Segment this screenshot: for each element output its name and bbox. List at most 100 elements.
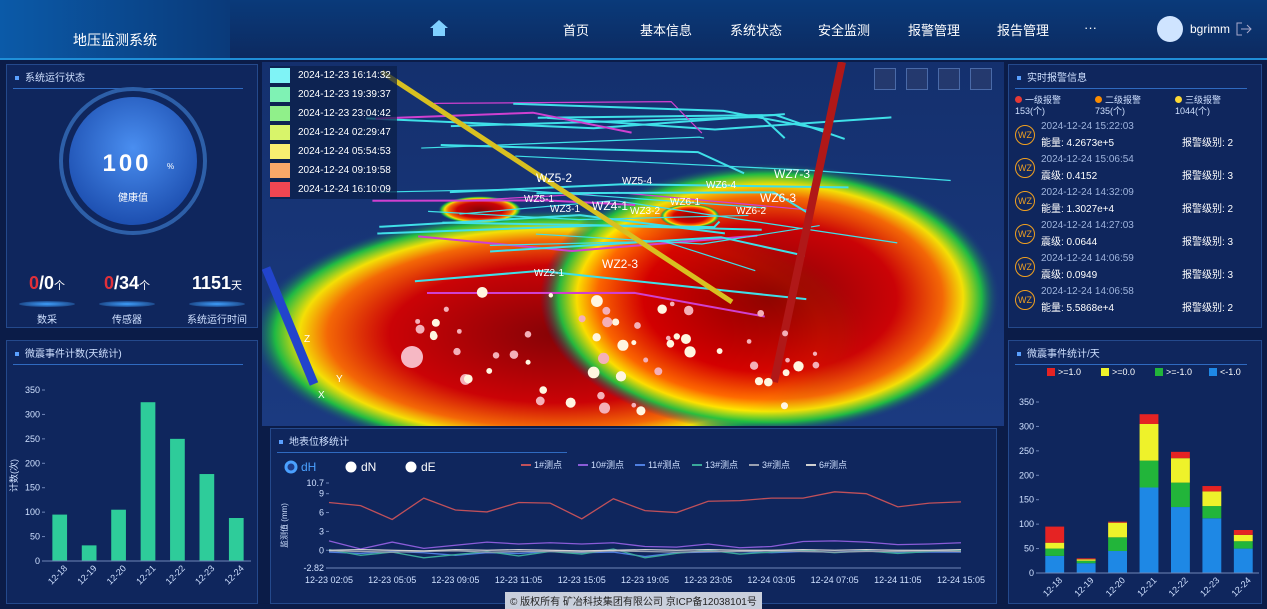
nav-item[interactable]: 报告管理: [997, 23, 1050, 38]
legend-row: 2024-12-24 05:54:53: [270, 142, 397, 161]
avatar[interactable]: [1157, 16, 1183, 42]
stat-base: [19, 301, 75, 307]
legend-label: 1#测点: [534, 460, 562, 470]
alarm-panel: 实时报警信息 一级报警 153(个) 二级报警 735(个) 三级报警 1044(个…: [1008, 64, 1262, 328]
user-name[interactable]: bgrimm: [1190, 22, 1231, 36]
sensor-label: WZ7-3: [774, 167, 810, 181]
legend-swatch: [270, 182, 290, 197]
nav-item[interactable]: ···: [1084, 20, 1097, 35]
logout-icon[interactable]: [1236, 22, 1252, 36]
tunnel: [449, 183, 849, 194]
legend-row: 2024-12-23 16:14:32: [270, 66, 397, 85]
3d-view[interactable]: WZ5-2 WZ5-4 WZ6-4 WZ7-3 WZ5-1 WZ3-1 WZ4-1 WZ3-2…: [262, 62, 1004, 426]
event-sphere: [524, 331, 532, 338]
sensor-label: WZ6-3: [760, 191, 796, 205]
bar-segment: [1076, 560, 1096, 564]
stat-label: 传感器: [112, 315, 142, 326]
x-tick-label: 12-24 07:05: [811, 575, 859, 585]
tunnel: [536, 191, 812, 216]
stat-unit: 个: [54, 280, 66, 292]
legend-time: 2024-12-24 05:54:53: [298, 146, 391, 157]
radio[interactable]: [345, 461, 357, 473]
bar-segment: [1171, 507, 1190, 573]
legend-label: 10#测点: [591, 460, 624, 470]
nav-item[interactable]: 基本信息: [640, 23, 693, 38]
bar-chart: 0 50 100 150 200 250 300 350 12-18 12-19 12-20 12-2…: [8, 385, 251, 587]
alarm-icon[interactable]: WZ: [1015, 290, 1035, 310]
radio[interactable]: [405, 461, 417, 473]
sensor-label: WZ3-1: [550, 204, 580, 215]
legend-time: 2024-12-24 09:19:58: [298, 165, 391, 176]
tunnel: [489, 240, 756, 272]
x-tick-label: 12-18: [1041, 575, 1064, 598]
x-tick-label: 12-19: [1072, 575, 1095, 598]
alarm-icon[interactable]: WZ: [1015, 224, 1035, 244]
event-sphere: [673, 333, 680, 340]
yellow-pole: [380, 69, 734, 305]
radio[interactable]: [284, 460, 298, 474]
event-sphere: [654, 367, 663, 376]
x-tick-label: 12-23 09:05: [431, 575, 479, 585]
tool-button[interactable]: [938, 68, 960, 90]
stat-value: 0/0个: [7, 273, 87, 294]
alarm-level-text: 报警级别: 3: [1182, 270, 1234, 281]
event-sphere: [665, 335, 671, 341]
level-label: 三级报警 1044(个): [1175, 95, 1222, 116]
nav-item[interactable]: 报警管理: [908, 23, 961, 38]
radio-label[interactable]: dE: [421, 460, 436, 474]
bar: [199, 474, 215, 561]
tool-button[interactable]: [874, 68, 896, 90]
tool-button[interactable]: [906, 68, 928, 90]
legend-swatch: [1209, 368, 1217, 376]
legend-label: >=-1.0: [1166, 367, 1192, 377]
y-tick-label: 300: [1019, 421, 1034, 431]
event-sphere: [443, 306, 449, 312]
legend-swatch: [1047, 368, 1055, 376]
alarm-time: 2024-12-24 14:06:59: [1041, 253, 1134, 264]
gauge-ball: [69, 97, 197, 225]
red-pole: [770, 62, 846, 383]
level-dot: [1175, 96, 1182, 103]
heat-zone: [438, 196, 522, 224]
legend-swatch: [270, 106, 290, 121]
level-dot: [1015, 96, 1022, 103]
event-sphere: [492, 352, 500, 359]
bar-segment: [1108, 522, 1127, 538]
nav-item[interactable]: 系统状态: [730, 23, 783, 38]
alarm-time: 2024-12-24 15:22:03: [1041, 121, 1134, 132]
tunnel: [372, 199, 636, 207]
alarm-icon[interactable]: WZ: [1015, 191, 1035, 211]
x-tick-label: 12-24 11:05: [874, 575, 921, 585]
event-sphere: [415, 324, 425, 334]
alarm-icon[interactable]: WZ: [1015, 125, 1035, 145]
tunnel: [433, 101, 703, 134]
panel-title: 地表位移统计: [277, 433, 567, 453]
y-tick-label: 3: [319, 526, 324, 536]
nav-item[interactable]: 安全监测: [818, 23, 871, 38]
displacement-panel: 地表位移统计 -2.82 0 3 6 9 10.7 12-23 02:05 12-23 05:…: [270, 428, 997, 604]
footer: © 版权所有 矿冶科技集团有限公司 京ICP备12038101号: [505, 592, 762, 609]
y-tick-label: 200: [25, 458, 40, 468]
tool-button[interactable]: [970, 68, 992, 90]
stat-unit: 天: [231, 280, 243, 292]
y-tick-label: 150: [1019, 495, 1034, 505]
event-sphere: [680, 333, 691, 344]
bar-segment: [1139, 460, 1159, 488]
radio-label[interactable]: dH: [301, 460, 316, 474]
alarm-icon[interactable]: WZ: [1015, 158, 1035, 178]
home-icon[interactable]: [428, 18, 450, 38]
stat-label: 数采: [37, 315, 57, 326]
sensor-label: WZ3-2: [630, 206, 660, 217]
panel-title: 微震事件计数(天统计): [13, 345, 243, 365]
event-sphere: [631, 402, 637, 408]
alarm-time: 2024-12-24 15:06:54: [1041, 154, 1134, 165]
nav-item[interactable]: 首页: [563, 23, 590, 38]
radio-label[interactable]: dN: [361, 460, 376, 474]
legend-row: 2024-12-24 09:19:58: [270, 161, 397, 180]
alarm-level-text: 报警级别: 3: [1182, 237, 1234, 248]
sensor-label: WZ4-1: [592, 199, 628, 213]
event-sphere: [456, 328, 462, 334]
bar: [228, 518, 244, 561]
alarm-icon[interactable]: WZ: [1015, 257, 1035, 277]
event-sphere: [793, 361, 804, 372]
